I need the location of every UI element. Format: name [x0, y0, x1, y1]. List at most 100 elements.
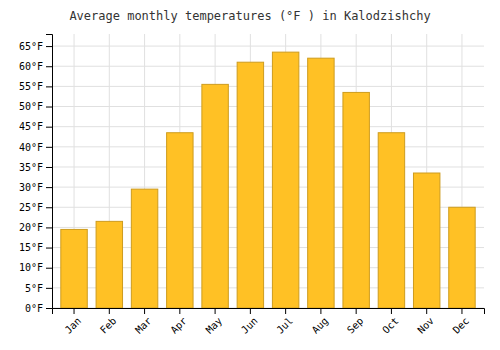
tick-mark — [426, 308, 427, 314]
bar — [237, 62, 263, 308]
tick-label: Nov — [415, 315, 436, 336]
grid-line — [52, 106, 484, 107]
tick-label: Dec — [451, 315, 472, 336]
tick-label: May — [204, 315, 225, 336]
tick-mark — [461, 308, 462, 314]
tick-mark — [109, 308, 110, 314]
bar — [96, 221, 122, 308]
tick: 45°F — [19, 121, 52, 132]
tick: 55°F — [19, 81, 52, 92]
chart: Average monthly temperatures (°F ) in Ka… — [0, 0, 500, 350]
tick-mark — [46, 86, 52, 87]
tick: Mar — [133, 308, 154, 336]
tick-mark — [250, 308, 251, 314]
grid-line — [52, 46, 484, 47]
tick-mark — [46, 187, 52, 188]
tick: Jan — [63, 308, 84, 336]
tick-label: Apr — [168, 315, 189, 336]
tick-mark — [356, 308, 357, 314]
bar — [61, 229, 87, 308]
tick-label: Sep — [345, 315, 366, 336]
tick-mark — [46, 167, 52, 168]
tick-mark — [46, 308, 52, 309]
tick-label: 35°F — [19, 162, 43, 173]
grid-line — [52, 146, 484, 147]
grid-line — [52, 86, 484, 87]
tick-mark — [46, 147, 52, 148]
tick: Dec — [451, 308, 472, 336]
bar — [343, 92, 369, 308]
tick-mark — [74, 308, 75, 314]
tick: 5°F — [25, 283, 52, 294]
tick: Oct — [380, 308, 401, 336]
bar — [131, 189, 157, 308]
grid-line — [52, 126, 484, 127]
tick-label: 45°F — [19, 121, 43, 132]
tick: Sep — [345, 308, 366, 336]
tick-label: Jan — [63, 315, 84, 336]
tick: 50°F — [19, 101, 52, 112]
tick-label: 40°F — [19, 142, 43, 153]
tick: Nov — [415, 308, 436, 336]
bar — [167, 133, 193, 308]
tick-label: Jun — [239, 315, 260, 336]
tick: Jun — [239, 308, 260, 336]
tick: 30°F — [19, 182, 52, 193]
tick: May — [204, 308, 225, 336]
tick-mark — [46, 127, 52, 128]
tick: 60°F — [19, 61, 52, 72]
tick-mark — [179, 308, 180, 314]
tick: 35°F — [19, 162, 52, 173]
tick-mark — [46, 46, 52, 47]
tick-label: 5°F — [25, 283, 43, 294]
tick: Jul — [274, 308, 295, 336]
tick-label: 65°F — [19, 41, 43, 52]
tick: 25°F — [19, 202, 52, 213]
tick-mark — [46, 107, 52, 108]
tick-label: Feb — [98, 315, 119, 336]
tick: Feb — [98, 308, 119, 336]
bar — [272, 52, 298, 308]
axis-line — [46, 35, 53, 309]
tick: 40°F — [19, 142, 52, 153]
tick-mark — [285, 308, 286, 314]
tick-mark — [46, 66, 52, 67]
tick: 0°F — [25, 303, 52, 314]
tick-mark — [391, 308, 392, 314]
title: Average monthly temperatures (°F ) in Ka… — [69, 9, 430, 23]
tick-label: Aug — [310, 315, 331, 336]
tick-mark — [144, 308, 145, 314]
grid — [52, 34, 484, 308]
tick-mark — [46, 207, 52, 208]
tick: 10°F — [19, 262, 52, 273]
tick: 20°F — [19, 222, 52, 233]
tick-label: Oct — [380, 315, 401, 336]
tick: Aug — [310, 308, 331, 336]
tick: 15°F — [19, 242, 52, 253]
tick-mark — [46, 227, 52, 228]
x-axis: Jan Feb Mar Apr May Jun Jul Aug Sep Oct Nov Dec — [53, 308, 485, 336]
tick-mark — [46, 268, 52, 269]
tick-label: Jul — [274, 315, 295, 336]
grid-line — [52, 166, 484, 167]
bar — [378, 133, 404, 308]
bar — [449, 207, 475, 308]
tick-label: 15°F — [19, 242, 43, 253]
bar — [308, 58, 334, 308]
bars — [61, 52, 475, 308]
tick: 65°F — [19, 41, 52, 52]
tick-label: 50°F — [19, 101, 43, 112]
tick-label: 20°F — [19, 222, 43, 233]
tick-mark — [320, 308, 321, 314]
bar — [413, 173, 439, 308]
grid-line — [52, 66, 484, 67]
plot: 0°F 5°F 10°F 15°F 20°F 25°F 30°F 35°F 40°F 45°F 50… — [19, 34, 485, 336]
y-axis: 0°F 5°F 10°F 15°F 20°F 25°F 30°F 35°F 40°F 45°F 50… — [19, 35, 53, 314]
tick-label: Mar — [133, 315, 154, 336]
tick-label: 55°F — [19, 81, 43, 92]
tick: Apr — [168, 308, 189, 336]
tick-label: 10°F — [19, 262, 43, 273]
tick-mark — [46, 248, 52, 249]
tick-label: 0°F — [25, 303, 43, 314]
tick-label: 60°F — [19, 61, 43, 72]
